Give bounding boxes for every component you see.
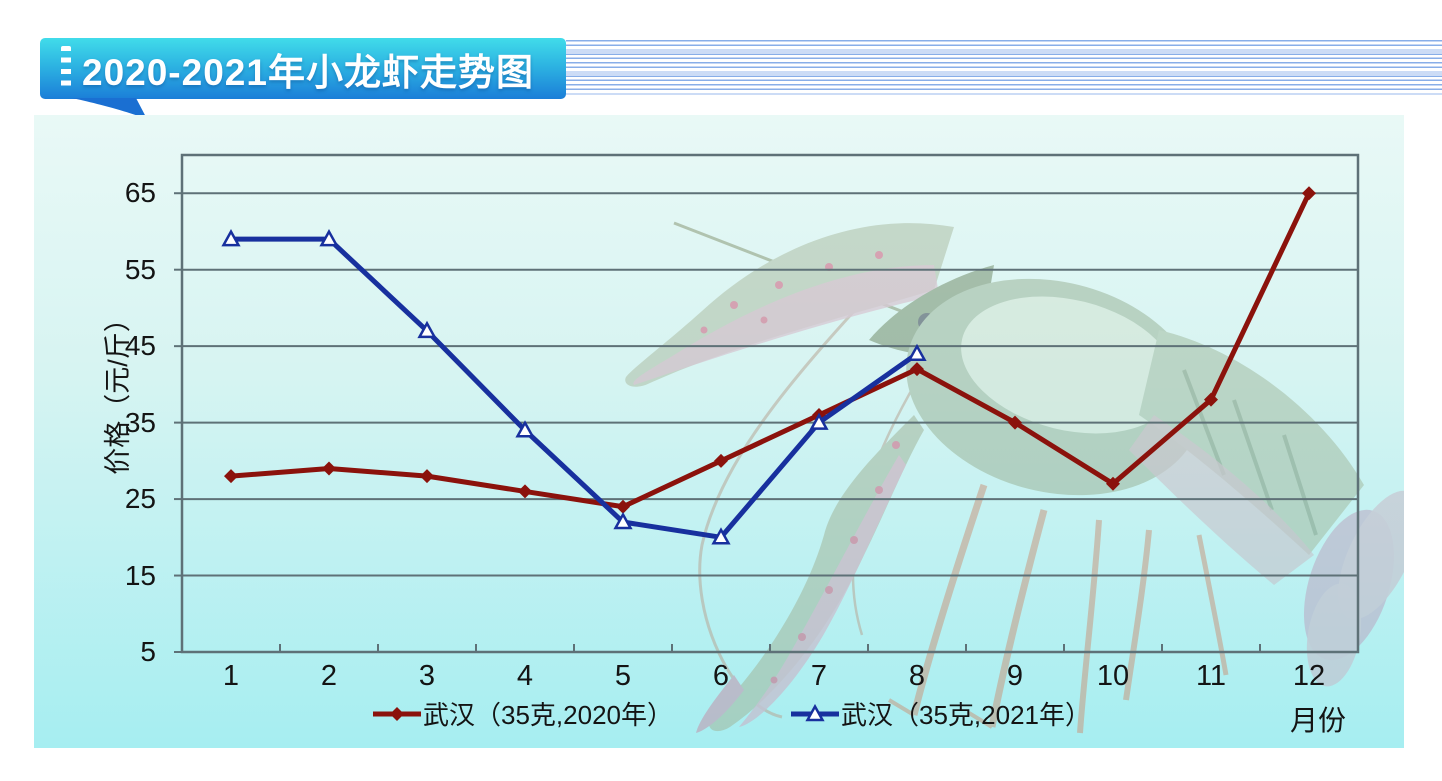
x-tick-10: 10 [1096,660,1130,692]
y-tick-5: 5 [140,636,156,667]
series-line-1 [231,236,919,540]
series-line-0 [230,192,1312,510]
y-tick-25: 25 [124,483,156,515]
x-axis-title: 月份 [1289,705,1346,736]
page-title: 2020-2021年小龙虾走势图 [82,51,534,93]
x-tick-2: 2 [320,660,338,692]
banner-tail-decoration [72,98,147,119]
x-tick-6: 6 [712,660,730,692]
crayfish-image [625,221,1404,734]
x-tick-8: 8 [908,660,926,692]
chart-legend: 武汉（35克,2020年） 武汉（35克,2021年） [182,695,1282,732]
x-tick-7: 7 [810,660,828,692]
x-tick-1: 1 [222,660,240,692]
line-chart-plot [174,153,1360,654]
title-banner: 2020-2021年小龙虾走势图 [40,38,566,99]
y-tick-35: 35 [124,406,156,438]
legend-item-2020: 武汉（35克,2020年） [373,695,673,732]
x-tick-5: 5 [614,660,632,692]
pinstripes-decoration [566,40,1442,95]
y-tick-55: 55 [124,253,156,285]
legend-label-2020: 武汉（35克,2020年） [423,700,673,730]
legend-item-2021: 武汉（35克,2021年） [791,695,1091,732]
banner-dashes-decoration [61,46,71,92]
x-tick-3: 3 [418,660,436,692]
legend-label-2021: 武汉（35克,2021年） [841,700,1091,730]
legend-marker-2021-icon [791,703,839,721]
x-tick-9: 9 [1006,660,1024,692]
x-tick-12: 12 [1292,660,1326,692]
y-axis-title: 价格（元/斤） [103,305,133,475]
y-tick-65: 65 [124,177,156,209]
legend-marker-2020-icon [373,706,422,721]
x-tick-4: 4 [516,660,534,692]
x-tick-11: 11 [1195,660,1227,692]
chart-panel: 5 15 25 35 45 55 65 1 2 3 4 5 6 7 8 9 10 11 12 价格（元/斤） 月份… [34,115,1404,748]
y-tick-15: 15 [124,559,156,591]
y-tick-45: 45 [124,330,156,362]
